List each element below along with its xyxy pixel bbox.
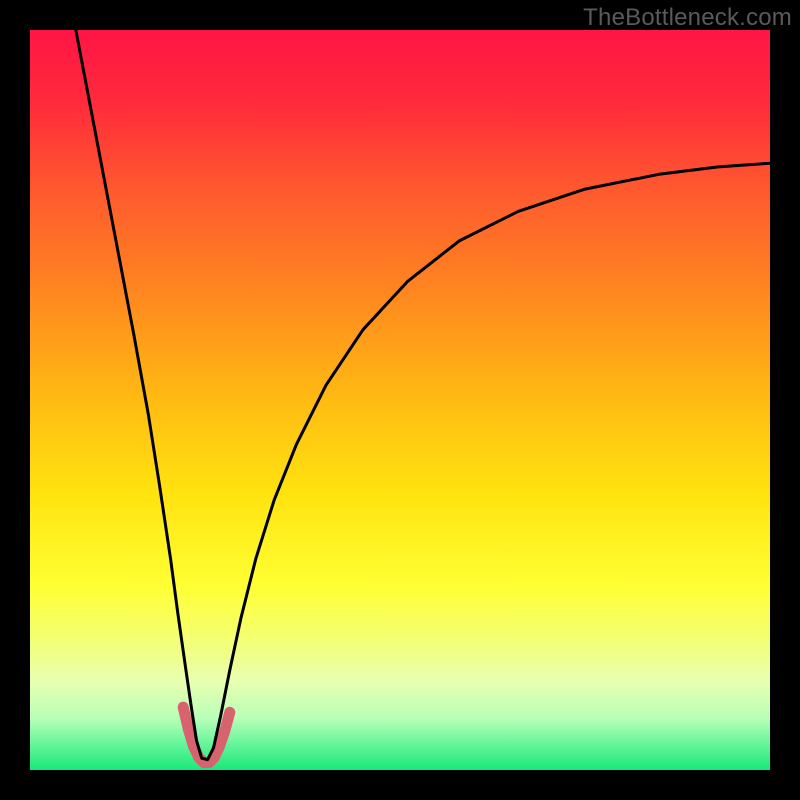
bottleneck-curve [74, 23, 770, 760]
marker-trail [183, 707, 230, 763]
watermark-text: TheBottleneck.com [583, 4, 792, 32]
outer-frame: TheBottleneck.com [0, 0, 800, 800]
curve-layer [30, 30, 770, 770]
